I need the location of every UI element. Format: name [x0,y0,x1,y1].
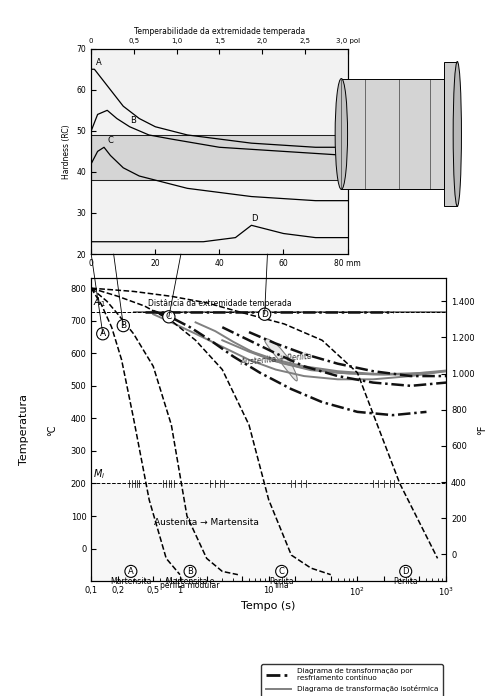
Bar [91,135,348,180]
Text: Temperatura: Temperatura [19,394,29,466]
Ellipse shape [453,61,461,207]
Text: $A_1$: $A_1$ [93,296,106,309]
Text: Austenita + Perlita: Austenita + Perlita [240,351,312,367]
Text: D: D [251,214,258,223]
Y-axis label: Hardness (RC): Hardness (RC) [62,124,71,179]
Text: C: C [166,313,172,322]
Text: D: D [261,310,268,319]
Polygon shape [341,79,444,189]
Legend: Diagrama de transformação por
resfriamento contínuo, Diagrama de transformação i: Diagrama de transformação por resfriamen… [261,664,443,696]
Title: Temperabilidade da extremidade temperada: Temperabilidade da extremidade temperada [134,26,305,35]
Polygon shape [444,61,458,207]
Text: C: C [107,136,113,145]
Text: Distância da extremidade temperada: Distância da extremidade temperada [147,299,291,308]
Text: $M_i$: $M_i$ [93,467,106,481]
Text: B: B [120,321,126,330]
Text: Perlita: Perlita [393,577,418,586]
X-axis label: Tempo (s): Tempo (s) [242,601,296,611]
Text: perlita modular: perlita modular [160,581,220,590]
Text: A: A [100,329,106,338]
Ellipse shape [335,79,348,189]
Text: B: B [130,116,136,125]
Text: A: A [96,58,102,67]
Text: B: B [187,567,193,576]
Text: Austenita → Martensita: Austenita → Martensita [154,518,259,527]
Ellipse shape [265,339,297,381]
Text: Martensita: Martensita [110,577,151,586]
Text: fina: fina [274,581,289,590]
Bar [91,484,446,581]
Text: Martensita e: Martensita e [166,577,214,586]
Text: °C: °C [47,424,57,436]
Text: °F: °F [477,425,487,435]
Text: C: C [279,567,284,576]
Text: D: D [402,567,409,576]
Text: Perlita: Perlita [269,577,294,586]
Text: A: A [128,567,134,576]
